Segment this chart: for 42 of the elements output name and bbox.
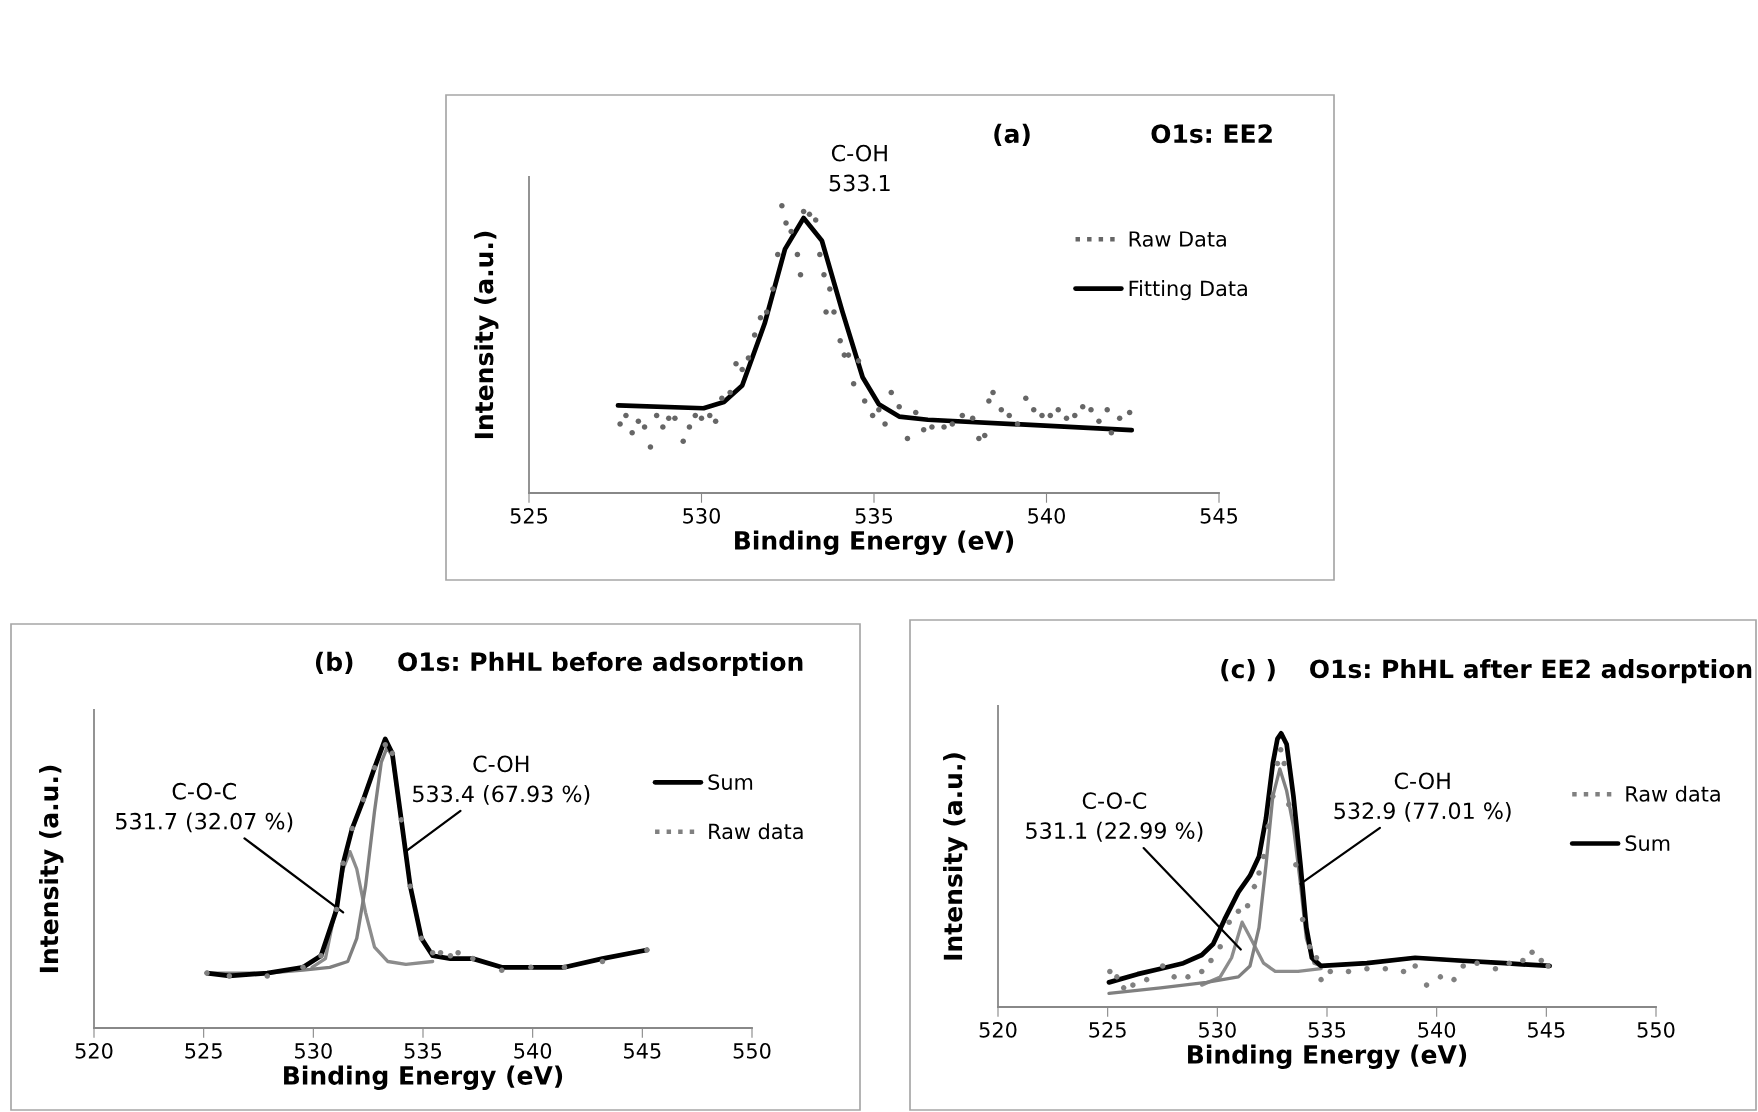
- legend-label: Fitting Data: [1129, 280, 1247, 301]
- y-axis-title: Intensity (a.u.): [39, 765, 64, 973]
- chart-title: (c) ): [1221, 659, 1275, 682]
- x-tick-label: 535: [1308, 1021, 1346, 1038]
- chart-subtitle: O1s: PhHL after EE2 adsorption: [1310, 658, 1752, 684]
- x-tick-label: 540: [1028, 507, 1065, 524]
- x-axis-title: Binding Energy (eV): [1188, 1044, 1467, 1069]
- chart-subtitle: O1s: PhHL before adsorption: [398, 651, 803, 676]
- x-tick-label: 545: [1528, 1022, 1565, 1038]
- chart-title: (a): [994, 123, 1030, 147]
- legend-label: Raw Data: [1129, 231, 1226, 247]
- x-tick-label: 540: [1418, 1021, 1456, 1038]
- x-tick-label: 520: [75, 1042, 113, 1059]
- x-axis-title: Binding Energy (eV): [284, 1065, 563, 1090]
- x-tick-label: 545: [1200, 508, 1238, 524]
- x-tick-label: 545: [624, 1043, 661, 1059]
- y-axis-title: Intensity (a.u.): [943, 753, 968, 960]
- x-tick-label: 540: [514, 1042, 552, 1059]
- annotation: C-OH 533.4 (67.93 %): [413, 755, 590, 805]
- annotation: C-OH 533.1: [829, 144, 890, 192]
- legend-label: Raw data: [709, 823, 803, 840]
- x-tick-label: 525: [185, 1042, 222, 1059]
- legend-label: Sum: [708, 774, 753, 790]
- legend-label: Raw data: [1626, 785, 1720, 802]
- x-tick-label: 535: [855, 507, 893, 524]
- annotation: C-O-C 531.7 (32.07 %): [116, 782, 293, 833]
- x-tick-label: 525: [1089, 1021, 1126, 1038]
- legend-label: Sum: [1625, 835, 1670, 852]
- x-tick-label: 530: [295, 1042, 332, 1059]
- y-axis-title: Intensity (a.u.): [474, 231, 499, 439]
- x-tick-label: 520: [979, 1021, 1017, 1038]
- chart-title: (b): [315, 651, 353, 675]
- x-tick-label: 550: [1637, 1021, 1675, 1038]
- x-tick-label: 525: [510, 507, 548, 524]
- x-tick-label: 535: [404, 1042, 442, 1059]
- chart-subtitle: O1s: EE2: [1151, 124, 1272, 144]
- x-axis-title: Binding Energy (eV): [735, 530, 1014, 555]
- x-tick-label: 530: [683, 507, 720, 524]
- x-tick-label: 550: [733, 1042, 771, 1059]
- annotation: C-OH 532.9 (77.01 %): [1334, 772, 1511, 822]
- x-tick-label: 530: [1199, 1021, 1236, 1038]
- annotation: C-O-C 531.1 (22.99 %): [1026, 792, 1203, 842]
